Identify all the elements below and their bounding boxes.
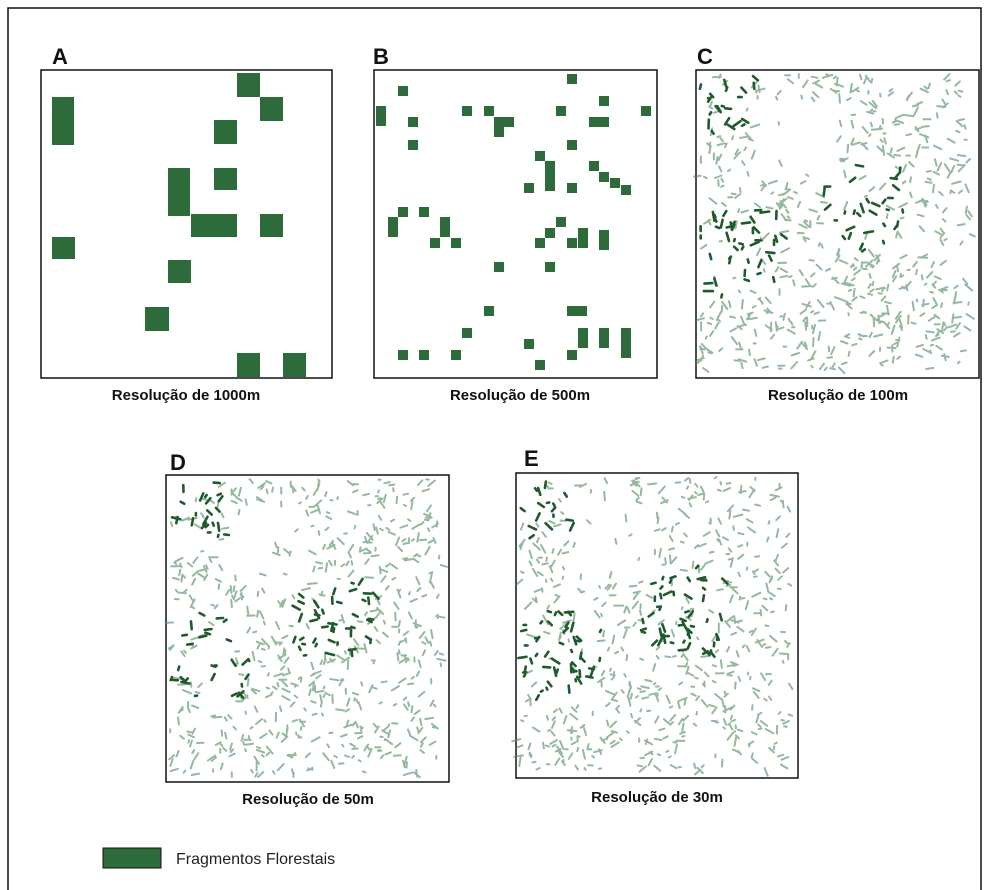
forest-cell xyxy=(484,106,494,116)
forest-cell xyxy=(191,214,237,237)
forest-cell xyxy=(494,262,504,272)
forest-cell xyxy=(419,207,429,217)
forest-cell xyxy=(283,353,306,377)
forest-cell xyxy=(589,161,599,171)
map-frame xyxy=(374,70,657,378)
forest-cell xyxy=(535,151,545,161)
forest-cell xyxy=(589,117,609,127)
forest-cell xyxy=(388,217,398,237)
panel-caption: Resolução de 500m xyxy=(450,387,590,404)
forest-cell xyxy=(494,117,504,137)
forest-cell xyxy=(484,306,494,316)
forest-cell xyxy=(578,328,588,348)
forest-cell xyxy=(462,328,472,338)
forest-cell xyxy=(621,185,631,195)
forest-cell xyxy=(398,207,408,217)
forest-cell xyxy=(556,106,566,116)
panel-letter: B xyxy=(373,44,389,69)
forest-cell xyxy=(237,73,260,97)
forest-cell xyxy=(168,168,190,216)
panel-caption: Resolução de 30m xyxy=(591,789,723,806)
forest-cell xyxy=(599,96,609,106)
forest-cell xyxy=(52,237,75,259)
forest-cell xyxy=(408,140,418,150)
forest-cell xyxy=(451,350,461,360)
forest-cell xyxy=(145,307,169,331)
forest-cell xyxy=(376,106,386,126)
forest-cell xyxy=(524,183,534,193)
forest-cell xyxy=(578,228,588,248)
forest-cell xyxy=(545,161,555,191)
forest-cell xyxy=(567,140,577,150)
forest-cell xyxy=(535,360,545,370)
forest-cell xyxy=(419,350,429,360)
forest-cell xyxy=(168,260,191,283)
forest-cell xyxy=(408,117,418,127)
forest-cell xyxy=(398,350,408,360)
forest-cell xyxy=(567,306,587,316)
panel-caption: Resolução de 100m xyxy=(768,387,908,404)
forest-cell xyxy=(260,214,283,237)
forest-cell xyxy=(567,183,577,193)
forest-cell xyxy=(535,238,545,248)
figure: A Resolução de 1000m B Resolução de 500m… xyxy=(0,0,989,890)
forest-cell xyxy=(556,217,566,227)
forest-cell xyxy=(430,238,440,248)
panel-letter: C xyxy=(697,44,713,69)
panel-letter: D xyxy=(170,450,186,475)
forest-cell xyxy=(214,168,237,190)
map-frame xyxy=(41,70,332,378)
forest-cell xyxy=(599,172,609,182)
forest-cell xyxy=(451,238,461,248)
forest-cell xyxy=(621,328,631,358)
forest-cell xyxy=(567,350,577,360)
forest-cell xyxy=(237,353,260,377)
legend-swatch xyxy=(103,848,161,868)
panel-caption: Resolução de 50m xyxy=(242,791,374,808)
forest-cell xyxy=(567,74,577,84)
forest-cell xyxy=(610,178,620,188)
panel-letter: A xyxy=(52,44,68,69)
legend-label: Fragmentos Florestais xyxy=(176,851,335,868)
forest-cell xyxy=(214,120,237,144)
forest-cell xyxy=(545,228,555,238)
forest-cell xyxy=(52,97,74,145)
panel-caption: Resolução de 1000m xyxy=(112,387,260,404)
forest-cell xyxy=(567,238,577,248)
forest-cell xyxy=(545,262,555,272)
forest-cell xyxy=(260,97,283,121)
panel-letter: E xyxy=(524,446,539,471)
forest-cell xyxy=(398,86,408,96)
forest-cell xyxy=(599,230,609,250)
forest-cell xyxy=(440,217,450,237)
forest-cell xyxy=(641,106,651,116)
forest-cell xyxy=(599,328,609,348)
forest-cell xyxy=(524,339,534,349)
forest-cell xyxy=(462,106,472,116)
